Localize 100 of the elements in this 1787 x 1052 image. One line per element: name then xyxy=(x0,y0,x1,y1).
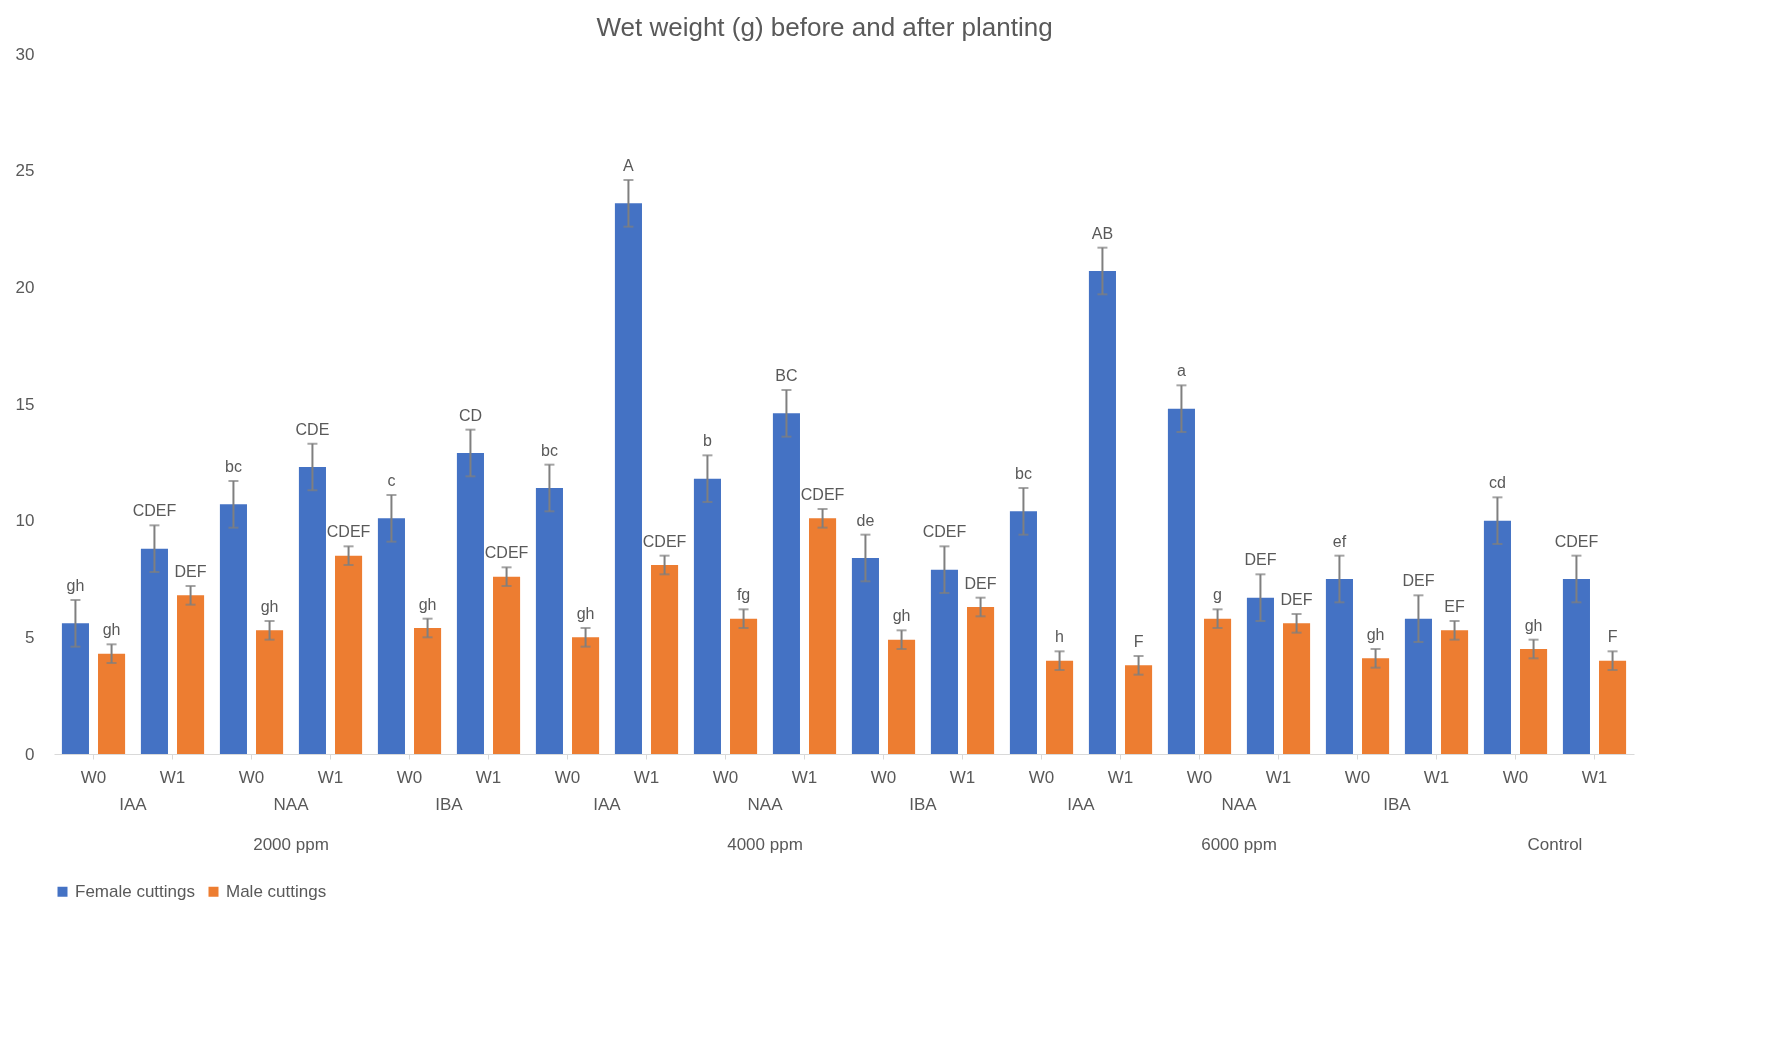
x-tick-label: W0 xyxy=(80,767,107,787)
x-tick-label: W1 xyxy=(317,767,344,787)
text: 4000 ppm xyxy=(727,835,803,854)
x-tick-label: W1 xyxy=(791,767,818,787)
legend-label: Female cuttings xyxy=(75,881,195,901)
x-tick-label: W0 xyxy=(1502,767,1529,787)
bar xyxy=(1441,630,1469,754)
x-tick-label: W0 xyxy=(1344,767,1371,787)
bar xyxy=(809,518,837,754)
data-label: gh xyxy=(1366,626,1385,643)
data-label: CDEF xyxy=(1554,532,1599,550)
bar xyxy=(298,467,326,754)
data-label: bc xyxy=(224,458,242,475)
bar xyxy=(1125,665,1153,754)
data-label: CDEF xyxy=(800,486,845,503)
y-tick-label: 30 xyxy=(15,44,35,64)
data-label: cd xyxy=(1488,474,1506,492)
bar xyxy=(98,653,126,754)
bar xyxy=(572,637,600,754)
data-label: CDEF xyxy=(132,502,177,520)
bar xyxy=(1483,520,1511,754)
data-label: CDEF xyxy=(642,532,687,550)
bar xyxy=(772,413,800,754)
data-label: gh xyxy=(576,605,595,622)
data-label: CDE xyxy=(295,420,330,438)
data-label: gh xyxy=(418,595,437,613)
data-label: gh xyxy=(1524,616,1543,634)
data-label: DEF xyxy=(1280,591,1313,608)
text: NAA xyxy=(1221,795,1258,814)
data-label: c xyxy=(387,472,396,489)
bar xyxy=(1404,618,1432,754)
x-tick-label: W0 xyxy=(238,767,265,787)
data-label: AB xyxy=(1091,224,1114,242)
text: IAA xyxy=(1067,795,1096,814)
x-tick-label: W1 xyxy=(1265,767,1292,787)
bar xyxy=(967,607,995,754)
data-label: fg xyxy=(736,586,751,604)
bar xyxy=(177,595,205,754)
data-label: gh xyxy=(66,577,85,594)
bar xyxy=(1520,649,1548,754)
bar xyxy=(535,488,563,754)
data-label: DEF xyxy=(174,563,207,580)
bar xyxy=(730,618,758,754)
x-tick-label: W0 xyxy=(1028,767,1055,787)
y-tick-label: 25 xyxy=(15,161,35,181)
bar xyxy=(851,558,879,754)
bar xyxy=(930,569,958,754)
x-tick-label: W1 xyxy=(949,767,976,787)
x-tick-label: W0 xyxy=(554,767,581,787)
bar xyxy=(1362,658,1390,754)
text: 2000 ppm xyxy=(253,835,329,854)
y-tick-label: 5 xyxy=(25,627,35,647)
text: NAA xyxy=(747,795,784,814)
bar xyxy=(1325,579,1353,754)
data-label: BC xyxy=(775,367,798,384)
x-tick-label: W1 xyxy=(1107,767,1134,787)
bar xyxy=(1283,623,1311,754)
data-label: DEF xyxy=(1402,572,1435,590)
bar xyxy=(1562,579,1590,754)
bar xyxy=(493,576,521,754)
data-label: F xyxy=(1607,628,1618,646)
bar xyxy=(1599,660,1627,754)
bar xyxy=(1204,618,1232,754)
y-tick-label: 20 xyxy=(15,277,35,297)
bar xyxy=(335,555,363,754)
x-tick-label: W0 xyxy=(870,767,897,787)
legend-label: Male cuttings xyxy=(226,881,327,901)
bar xyxy=(219,504,247,754)
data-label: EF xyxy=(1444,598,1465,615)
data-label: de xyxy=(856,511,875,529)
data-label: CD xyxy=(458,406,482,424)
bar xyxy=(888,639,916,754)
x-tick-label: W1 xyxy=(1581,767,1608,787)
x-tick-label: W0 xyxy=(1186,767,1213,787)
x-tick-label: W1 xyxy=(633,767,660,787)
y-tick-label: 10 xyxy=(15,511,35,531)
data-label: h xyxy=(1055,628,1065,646)
text: IBA xyxy=(1383,795,1412,814)
data-label: bc xyxy=(540,441,558,459)
data-label: DEF xyxy=(1244,551,1277,569)
data-label: gh xyxy=(260,598,279,615)
bar xyxy=(651,565,679,754)
data-label: F xyxy=(1133,633,1144,650)
data-label: g xyxy=(1213,586,1223,604)
text: IBA xyxy=(435,795,464,814)
bar xyxy=(140,548,168,754)
x-tick-label: W0 xyxy=(712,767,739,787)
y-tick-label: 0 xyxy=(25,744,35,764)
data-label: bc xyxy=(1014,465,1032,482)
bar xyxy=(614,203,642,754)
x-tick-label: W1 xyxy=(1423,767,1450,787)
data-label: CDEF xyxy=(326,523,371,541)
data-label: gh xyxy=(102,621,121,639)
data-label: DEF xyxy=(964,574,997,592)
bar xyxy=(256,630,284,754)
bar xyxy=(1009,511,1037,754)
data-label: ef xyxy=(1332,532,1347,550)
chart-title: Wet weight (g) before and after planting xyxy=(596,12,1053,42)
x-tick-label: W1 xyxy=(159,767,186,787)
text: IBA xyxy=(909,795,938,814)
